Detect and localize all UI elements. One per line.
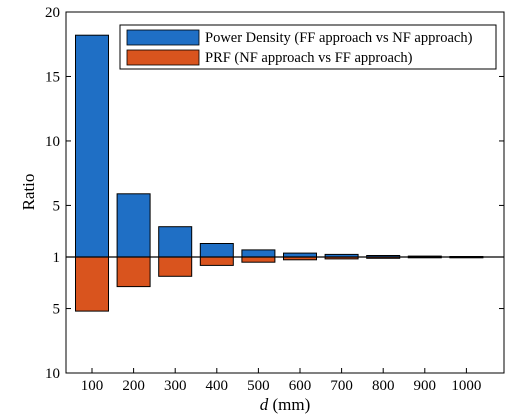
bar-prf-400 [199,256,234,266]
bar-prf-200 [116,256,151,288]
legend-swatch-prf [126,49,200,66]
y-tick-label-up-3: 5 [53,198,61,214]
bar-power-density-200 [116,193,151,258]
x-tick-label-900: 900 [414,378,437,394]
bar-power-density-100 [75,34,109,258]
x-tick-label-200: 200 [122,378,145,394]
x-tick-label-1000: 1000 [451,378,481,394]
bar-power-density-500 [241,249,276,258]
y-tick-label-down-1: 10 [45,366,60,382]
y-tick-label-up-4: 1 [53,250,61,266]
x-axis-label-unit: (mm) [272,395,310,414]
x-axis-ticks: 100 200 300 400 500 600 700 800 900 1000 [81,368,481,394]
bar-power-density-300 [158,226,193,258]
plot-area [65,11,505,374]
x-tick-label-400: 400 [206,378,229,394]
bar-prf-100 [75,256,109,312]
legend-swatch-power-density [126,29,200,46]
x-tick-label-300: 300 [164,378,187,394]
y-tick-label-up-0: 20 [45,5,60,21]
bars-layer [75,34,484,312]
y-axis-label: Ratio [19,174,38,211]
bar-power-density-400 [199,243,234,258]
bar-prf-300 [158,256,193,277]
x-tick-label-600: 600 [289,378,312,394]
x-tick-label-700: 700 [330,378,353,394]
x-tick-label-500: 500 [247,378,270,394]
legend-label-prf: PRF (NF approach vs FF approach) [205,50,413,66]
x-tick-label-800: 800 [372,378,395,394]
x-tick-label-100: 100 [81,378,104,394]
y-tick-label-up-1: 15 [45,69,60,85]
y-tick-label-down-0: 5 [53,302,61,318]
legend-label-power-density: Power Density (FF approach vs NF approac… [205,30,473,46]
x-axis-label-variable: d [260,395,269,414]
y-tick-label-up-2: 10 [45,134,60,150]
bar-prf-500 [241,256,276,263]
x-axis-label: d (mm) [260,395,311,414]
legend: Power Density (FF approach vs NF approac… [119,24,497,70]
